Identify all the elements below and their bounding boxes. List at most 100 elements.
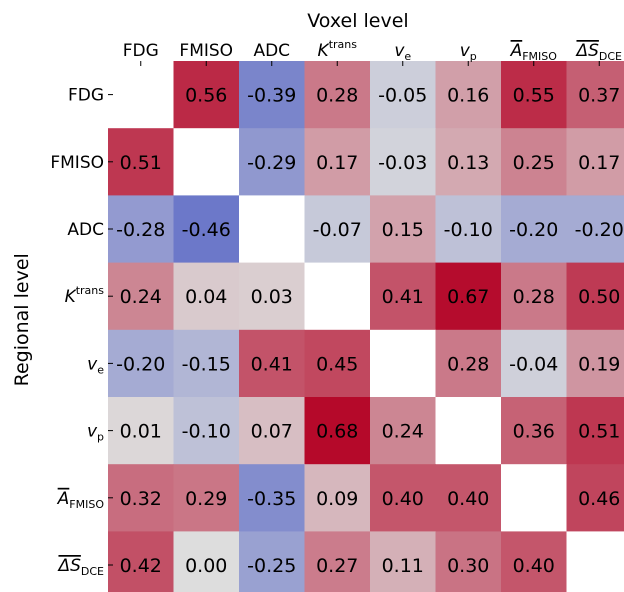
x-tick-label: ΔSDCE [574, 41, 622, 63]
cell-value-label: 0.51 [120, 152, 162, 174]
heatmap-cell [501, 61, 567, 129]
cell-value-label: 0.17 [316, 152, 358, 174]
heatmap-cell [370, 531, 436, 592]
heatmap-cell [304, 329, 371, 398]
cell-value-label: 0.56 [185, 85, 227, 107]
cell-value-label: 0.11 [382, 555, 424, 577]
cell-value-label: 0.07 [251, 421, 293, 443]
x-tick-label: ADC [253, 41, 290, 61]
y-tick-label: Ktrans [65, 284, 105, 307]
diagonal-cell [304, 262, 371, 331]
heatmap-cell [173, 397, 240, 465]
heatmap-cell [501, 195, 567, 264]
heatmap-cell [108, 128, 174, 196]
heatmap-cell [108, 329, 174, 398]
y-tick-labels: FDG FMISO ADC Ktrans ve vp AFMISO ΔSDCE [50, 86, 104, 578]
cell-value-label: 0.16 [447, 85, 489, 107]
cell-value-label: -0.35 [247, 488, 296, 510]
cell-value-label: 0.29 [185, 488, 227, 510]
cell-value-label: -0.20 [509, 219, 558, 241]
heatmap-cell-labels: 0.56 -0.39 0.28 -0.05 0.16 0.55 0.37 0.51 -0.29 0… [116, 85, 624, 577]
heatmap-cell [566, 262, 624, 331]
cell-value-label: 0.27 [316, 555, 358, 577]
cell-value-label: -0.10 [182, 421, 231, 443]
cell-value-label: -0.10 [444, 219, 493, 241]
cell-value-label: 0.51 [578, 421, 620, 443]
heatmap-cell [435, 128, 502, 196]
heatmap-cell [239, 464, 305, 532]
heatmap-cell [239, 262, 305, 331]
heatmap-cell [370, 128, 436, 196]
heatmap-cell [108, 262, 174, 331]
heatmap-cell [566, 329, 624, 398]
heatmap-cell [566, 61, 624, 129]
heatmap-cell [239, 329, 305, 398]
heatmap-cell [304, 531, 371, 592]
cell-value-label: 0.68 [316, 421, 358, 443]
y-tick-label: ve [87, 354, 104, 376]
cell-value-label: 0.24 [120, 286, 162, 308]
cell-value-label: 0.03 [251, 286, 293, 308]
cell-value-label: 0.24 [382, 421, 424, 443]
heatmap-cell [435, 61, 502, 129]
cell-value-label: 0.28 [513, 286, 555, 308]
cell-value-label: -0.29 [247, 152, 296, 174]
cell-value-label: 0.37 [578, 85, 620, 107]
heatmap-cell [304, 464, 371, 532]
heatmap-cell [435, 464, 502, 532]
cell-value-label: 0.19 [578, 353, 620, 375]
cell-value-label: 0.04 [185, 286, 227, 308]
cell-value-label: 0.40 [382, 488, 424, 510]
heatmap-cell [304, 61, 371, 129]
heatmap-cell [108, 531, 174, 592]
heatmap-cell [501, 329, 567, 398]
heatmap-cell [370, 61, 436, 129]
heatmap-cell [173, 195, 240, 264]
diagonal-cell [435, 397, 502, 465]
x-tick-marks [140, 61, 600, 66]
y-tick-label: vp [87, 422, 104, 444]
cell-value-label: 0.17 [578, 152, 620, 174]
x-tick-label: FDG [123, 41, 159, 61]
cell-value-label: 0.50 [578, 286, 620, 308]
cell-value-label: -0.46 [182, 219, 231, 241]
heatmap-cell [566, 195, 624, 264]
cell-value-label: 0.28 [316, 85, 358, 107]
heatmap-cell [173, 61, 240, 129]
heatmap-cell [566, 464, 624, 532]
cell-value-label: -0.39 [247, 85, 296, 107]
heatmap-cell [370, 464, 436, 532]
y-tick-marks [108, 94, 113, 566]
cell-value-label: 0.40 [447, 488, 489, 510]
diagonal-cell [501, 464, 567, 532]
x-tick-label: vp [460, 41, 477, 63]
cell-value-label: -0.15 [182, 353, 231, 375]
diagonal-cell [239, 195, 305, 264]
cell-value-label: -0.20 [575, 219, 624, 241]
diagonal-cell [370, 329, 436, 398]
cell-value-label: 0.41 [382, 286, 424, 308]
y-tick-label: ADC [67, 220, 104, 240]
heatmap-cell [239, 128, 305, 196]
y-tick-label: AFMISO [57, 489, 105, 511]
x-tick-labels: FDG FMISO ADC Ktrans ve vp AFMISO ΔSDCE [123, 38, 622, 63]
y-axis-label: Regional level [11, 253, 33, 386]
heatmap-cell [435, 329, 502, 398]
heatmap-cell [108, 464, 174, 532]
x-tick-label: AFMISO [510, 41, 558, 63]
heatmap-cell [108, 397, 174, 465]
heatmap-cell [239, 61, 305, 129]
chart-title: Voxel level [307, 10, 408, 32]
cell-value-label: 0.46 [578, 488, 620, 510]
heatmap-cell [435, 531, 502, 592]
heatmap-cell [566, 397, 624, 465]
cell-value-label: 0.41 [251, 353, 293, 375]
cell-value-label: 0.00 [185, 555, 227, 577]
x-tick-label: Ktrans [318, 38, 358, 61]
cell-value-label: -0.20 [116, 353, 165, 375]
heatmap-cell [566, 128, 624, 196]
cell-value-label: 0.55 [513, 85, 555, 107]
heatmap-cell [173, 531, 240, 592]
heatmap-cell [304, 195, 371, 264]
